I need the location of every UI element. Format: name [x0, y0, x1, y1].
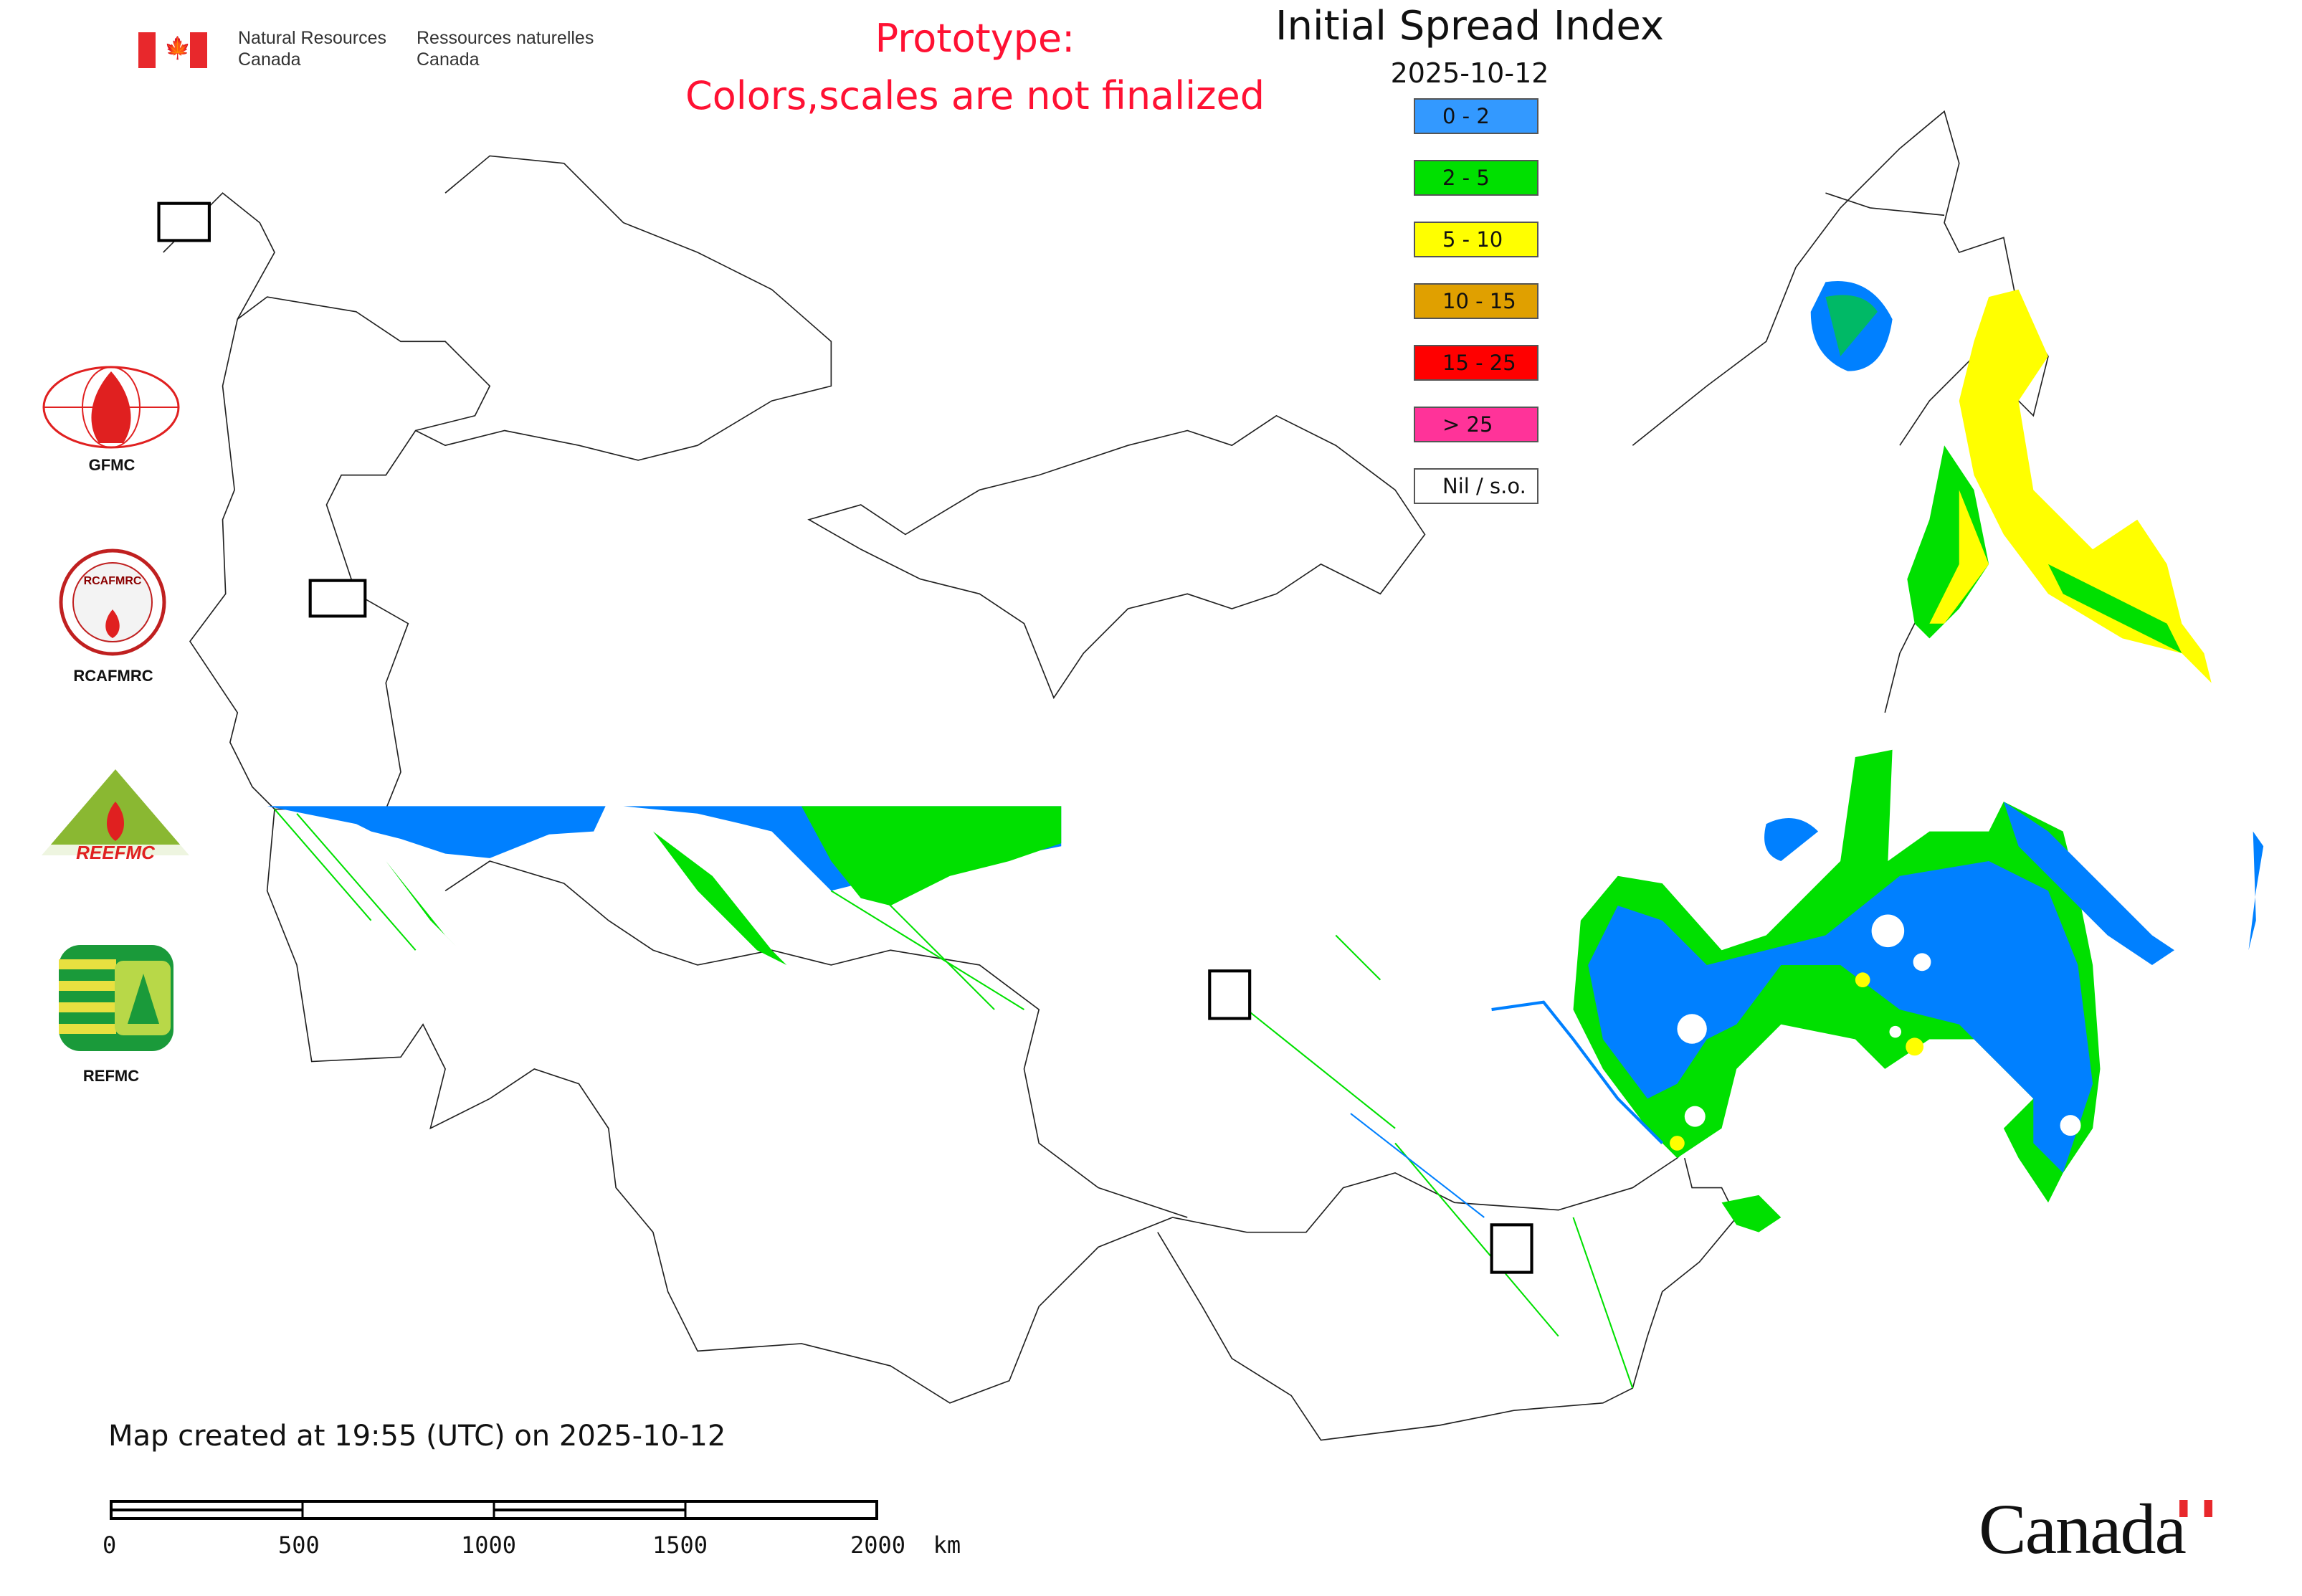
org-fr-line1: Ressources naturelles: [417, 28, 594, 48]
prototype-notice: Prototype: Colors,scales are not finaliz…: [631, 10, 1319, 125]
scale-label-0: 0: [103, 1531, 117, 1559]
canada-wordmark-flag-icon: [2179, 1500, 2212, 1517]
nrcan-name-fr: Ressources naturelles Canada: [417, 27, 594, 70]
scale-label-2000-km: 2000 km: [850, 1531, 961, 1559]
scale-label-1000: 1000: [461, 1531, 517, 1559]
scale-bar: [110, 1500, 878, 1520]
scale-label-500: 500: [278, 1531, 320, 1559]
canada-wordmark: Canada: [1979, 1489, 2187, 1569]
legend-item-0-2: 0 - 2: [1414, 98, 1538, 134]
country-borders: [163, 110, 2049, 1441]
legend-item-2-5: 2 - 5: [1414, 160, 1538, 196]
org-fr-line2: Canada: [417, 49, 480, 70]
map-created-timestamp: Map created at 19:55 (UTC) on 2025-10-12: [108, 1420, 726, 1453]
legend-date: 2025-10-12: [1390, 57, 1549, 89]
isi-field-east: [1491, 280, 2264, 1232]
legend-item-over-25: > 25: [1414, 407, 1538, 442]
isi-field-west: [267, 806, 1634, 1389]
nrcan-flag-icon: 🍁: [138, 32, 207, 68]
legend-item-nil: Nil / s.o.: [1414, 468, 1538, 504]
legend-item-15-25: 15 - 25: [1414, 345, 1538, 381]
rcafmrc-logo-icon: RCAFMRC: [59, 548, 166, 656]
nrcan-name-en: Natural Resources Canada: [238, 27, 386, 70]
refmc-logo-icon: [59, 945, 173, 1051]
org-en-line2: Canada: [238, 49, 301, 70]
org-en-line1: Natural Resources: [238, 28, 387, 48]
refmc-label: REFMC: [82, 1067, 140, 1085]
prototype-line1: Prototype:: [875, 16, 1075, 61]
reefmc-label: REEFMC: [76, 842, 156, 863]
legend-title: Initial Spread Index: [1275, 3, 1664, 49]
legend-item-10-15: 10 - 15: [1414, 283, 1538, 319]
legend-item-5-10: 5 - 10: [1414, 222, 1538, 257]
prototype-line2: Colors,scales are not finalized: [685, 73, 1265, 118]
scale-label-1500: 1500: [652, 1531, 708, 1559]
rcafmrc-label: RCAFMRC: [73, 667, 153, 685]
site-markers: [157, 201, 1533, 1274]
reefmc-logo-icon: REEFMC: [39, 769, 192, 863]
gfmc-label: GFMC: [88, 456, 135, 474]
svg-text:RCAFMRC: RCAFMRC: [84, 575, 142, 587]
gfmc-logo-icon: [42, 366, 180, 449]
